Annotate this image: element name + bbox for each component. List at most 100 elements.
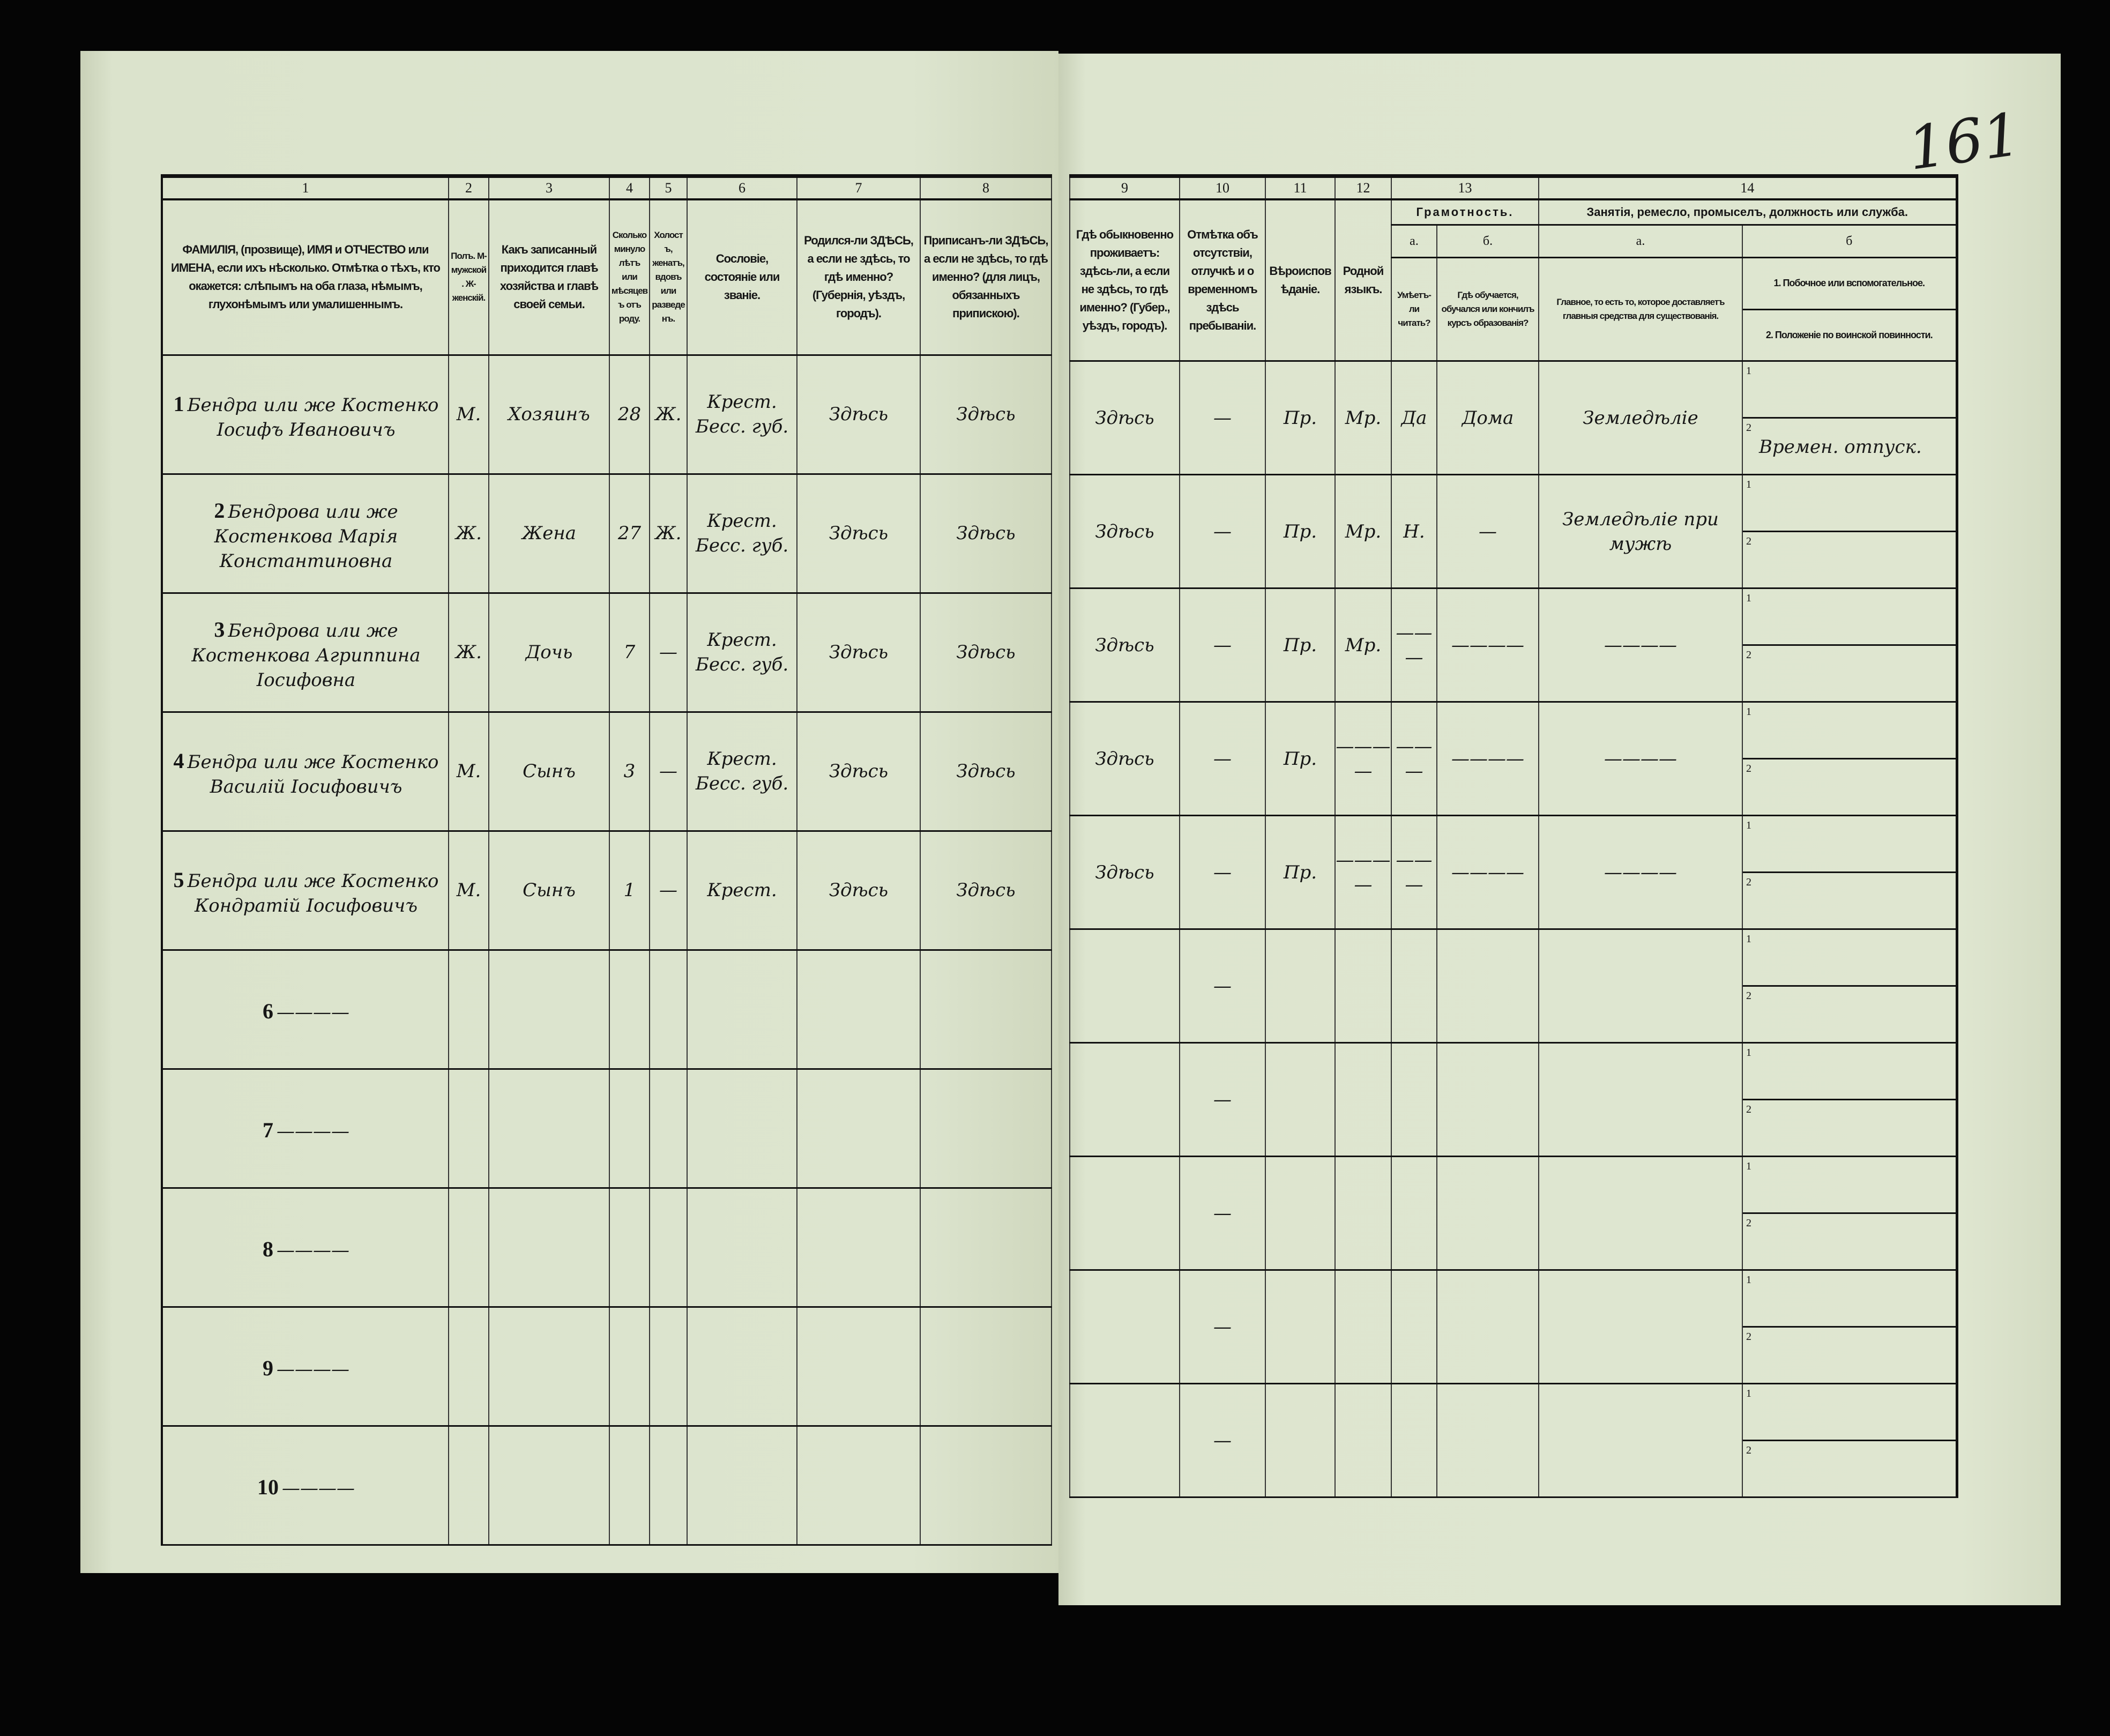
sub-number: 1: [1746, 933, 1751, 945]
cell-relation: Жена: [488, 473, 610, 593]
cell-lit-a: ———: [1391, 815, 1437, 929]
cell-lit-a: [1391, 1383, 1437, 1497]
table-row: Здѣсь — Пр. Мр. Да Дома Земледѣліе 1 2 Времен. от…: [1069, 360, 1957, 475]
cell-residence: [1069, 1042, 1180, 1157]
header-secondary: 1. Побочное или вспомогательное. 2. Поло…: [1742, 257, 1957, 361]
table-row: —1 2: [1069, 928, 1957, 1043]
person-name: ————: [282, 1478, 355, 1499]
table-row: Здѣсь — Пр. ———— ——— ———— ———— 1 2: [1069, 701, 1957, 816]
cell-registered: [920, 949, 1052, 1069]
cell-age: [609, 1306, 650, 1426]
cell-lit-a: [1391, 928, 1437, 1043]
cell-absence: —: [1179, 1042, 1266, 1157]
person-name-cell: 4 Бендра или же Костенко Василій Іосифови…: [161, 711, 449, 831]
label-13b: б.: [1436, 225, 1539, 258]
cell-occ-a: Земледѣліе: [1538, 360, 1743, 475]
header-can-read: Умѣетъ-ли читать?: [1391, 257, 1437, 361]
cell-relation: Сынъ: [488, 711, 610, 831]
cell-sex: [448, 949, 489, 1069]
table-row: 6 ————: [161, 949, 1052, 1069]
cell-registered: Здѣсь: [920, 830, 1052, 950]
header-birthplace: Родился-ли ЗДѢСЬ, а если не здѣсь, то гд…: [796, 199, 921, 355]
cell-relation: [488, 949, 610, 1069]
cell-residence: Здѣсь: [1069, 474, 1180, 588]
sub-cell: 2: [1743, 646, 1956, 701]
header-estate: Сословіе, состояніе или званіе.: [687, 199, 797, 355]
cell-sex: [448, 1068, 489, 1188]
table-row: 3 Бендрова или же Костенкова Агриппина Іо…: [161, 592, 1052, 712]
cell-sex: Ж.: [448, 592, 489, 712]
cell-marital: Ж.: [649, 473, 688, 593]
cell-absence: —: [1179, 474, 1266, 588]
col-num: 10: [1179, 176, 1266, 200]
sub-cell: 2: [1743, 1328, 1956, 1383]
sub-cell: 1: [1743, 1384, 1956, 1441]
column-header-row: ФАМИЛІЯ, (прозвище), ИМЯ и ОТЧЕСТВО или …: [161, 199, 1052, 355]
col-num: 4: [609, 176, 650, 200]
cell-registered: Здѣсь: [920, 473, 1052, 593]
cell-occ-a: [1538, 1156, 1743, 1270]
table-row: 1 Бендра или же Костенко Іосифъ Ивановичъ…: [161, 354, 1052, 474]
sub-cell: 1: [1743, 475, 1956, 532]
row-number: 1: [173, 392, 184, 416]
cell-religion: [1265, 928, 1336, 1043]
label-13a: а.: [1391, 225, 1437, 258]
cell-residence: Здѣсь: [1069, 360, 1180, 475]
sub-number: 2: [1746, 1331, 1751, 1343]
cell-sex: М.: [448, 830, 489, 950]
sub-number: 2: [1746, 876, 1751, 888]
cell-relation: Дочь: [488, 592, 610, 712]
census-table-right: 9 10 11 12 13 14 Гдѣ обыкновенно прожива…: [1069, 174, 1958, 1498]
cell-sex: Ж.: [448, 473, 489, 593]
cell-lit-a: ———: [1391, 587, 1437, 702]
cell-age: [609, 1068, 650, 1188]
cell-sex: М.: [448, 354, 489, 474]
sub-cell: 1: [1743, 1157, 1956, 1214]
cell-marital: —: [649, 592, 688, 712]
col-num: 9: [1069, 176, 1180, 200]
header-language: Родной языкъ.: [1334, 199, 1392, 361]
group-header-row: Гдѣ обыкновенно проживаетъ: здѣсь-ли, а …: [1069, 199, 1957, 361]
cell-secondary-occupation: 1 2 Времен. отпуск.: [1742, 360, 1957, 475]
cell-language: [1334, 1383, 1392, 1497]
sub-number: 2: [1746, 1217, 1751, 1229]
sub-number: 1: [1746, 479, 1751, 490]
cell-religion: [1265, 1156, 1336, 1270]
cell-residence: Здѣсь: [1069, 815, 1180, 929]
cell-registered: [920, 1068, 1052, 1188]
header-name: ФАМИЛІЯ, (прозвище), ИМЯ и ОТЧЕСТВО или …: [161, 199, 449, 355]
table-row: 4 Бендра или же Костенко Василій Іосифови…: [161, 711, 1052, 831]
cell-residence: [1069, 1383, 1180, 1497]
person-name-cell: 8 ————: [161, 1187, 449, 1307]
col-num: 6: [687, 176, 797, 200]
header-registered: Приписанъ-ли ЗДѢСЬ, а если не здѣсь, то …: [920, 199, 1052, 355]
person-name-cell: 1 Бендра или же Костенко Іосифъ Ивановичъ: [161, 354, 449, 474]
sub-value: Времен. отпуск.: [1759, 436, 1922, 458]
cell-age: 7: [609, 592, 650, 712]
row-number: 10: [257, 1475, 279, 1499]
cell-sex: [448, 1187, 489, 1307]
column-number-row: 9 10 11 12 13 14: [1069, 176, 1957, 200]
cell-absence: —: [1179, 587, 1266, 702]
cell-occ-a: [1538, 928, 1743, 1043]
cell-lit-a: Да: [1391, 360, 1437, 475]
cell-estate: Крест. Бесс. губ.: [687, 473, 797, 593]
sub-cell: 1: [1743, 703, 1956, 759]
col-num: 5: [649, 176, 688, 200]
header-sex: Полъ. М-мужской. Ж-женскій.: [448, 199, 489, 355]
sub-number: 1: [1746, 592, 1751, 604]
cell-estate: [687, 1425, 797, 1545]
header-education: Гдѣ обучается, обучался или кончилъ курс…: [1436, 257, 1539, 361]
row-number: 2: [214, 498, 225, 523]
cell-marital: [649, 1425, 688, 1545]
col-num: 1: [161, 176, 449, 200]
cell-estate: [687, 949, 797, 1069]
cell-residence: [1069, 1269, 1180, 1384]
cell-religion: Пр.: [1265, 701, 1336, 816]
cell-lit-b: ————: [1436, 815, 1539, 929]
sub-label-row: а. б. а. б: [1070, 225, 1957, 258]
person-name-cell: 10 ————: [161, 1425, 449, 1545]
